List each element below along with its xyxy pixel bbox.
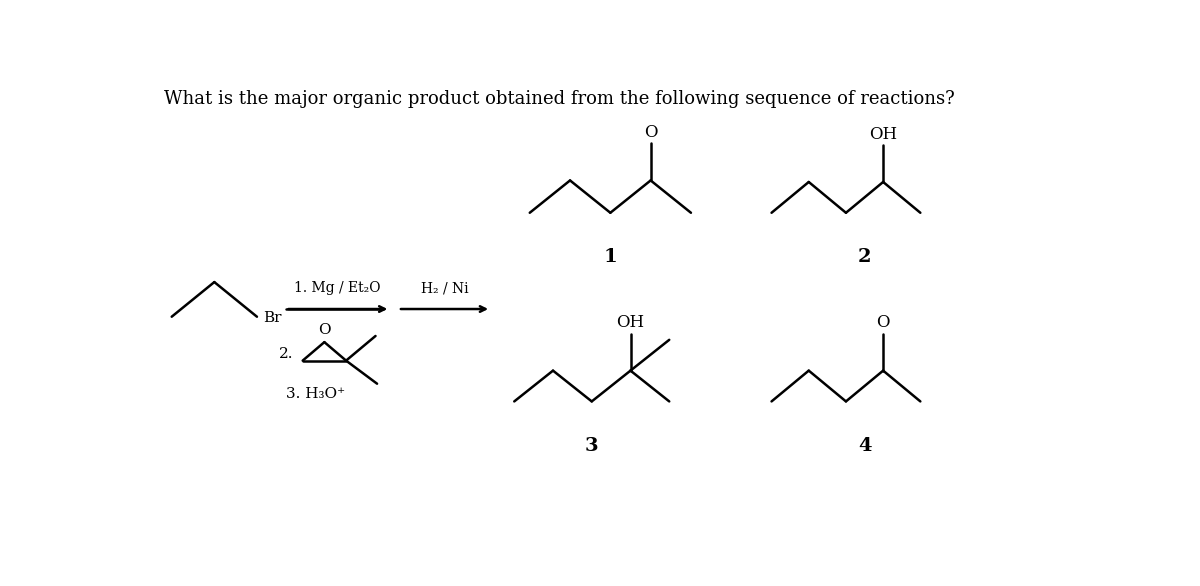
Text: 3: 3 xyxy=(584,437,599,455)
Text: Br: Br xyxy=(263,311,282,325)
Text: What is the major organic product obtained from the following sequence of reacti: What is the major organic product obtain… xyxy=(164,90,955,108)
Text: H₂ / Ni: H₂ / Ni xyxy=(421,281,468,295)
Text: O: O xyxy=(644,124,658,141)
Text: 1. Mg / Et₂O: 1. Mg / Et₂O xyxy=(294,281,380,295)
Text: 2: 2 xyxy=(858,248,871,267)
Text: 2.: 2. xyxy=(280,347,294,362)
Text: O: O xyxy=(876,314,890,331)
Text: 1: 1 xyxy=(604,248,617,267)
Text: OH: OH xyxy=(617,314,644,331)
Text: 4: 4 xyxy=(858,437,871,455)
Text: O: O xyxy=(318,323,331,337)
Text: 3. H₃O⁺: 3. H₃O⁺ xyxy=(286,387,344,401)
Text: OH: OH xyxy=(869,126,898,143)
